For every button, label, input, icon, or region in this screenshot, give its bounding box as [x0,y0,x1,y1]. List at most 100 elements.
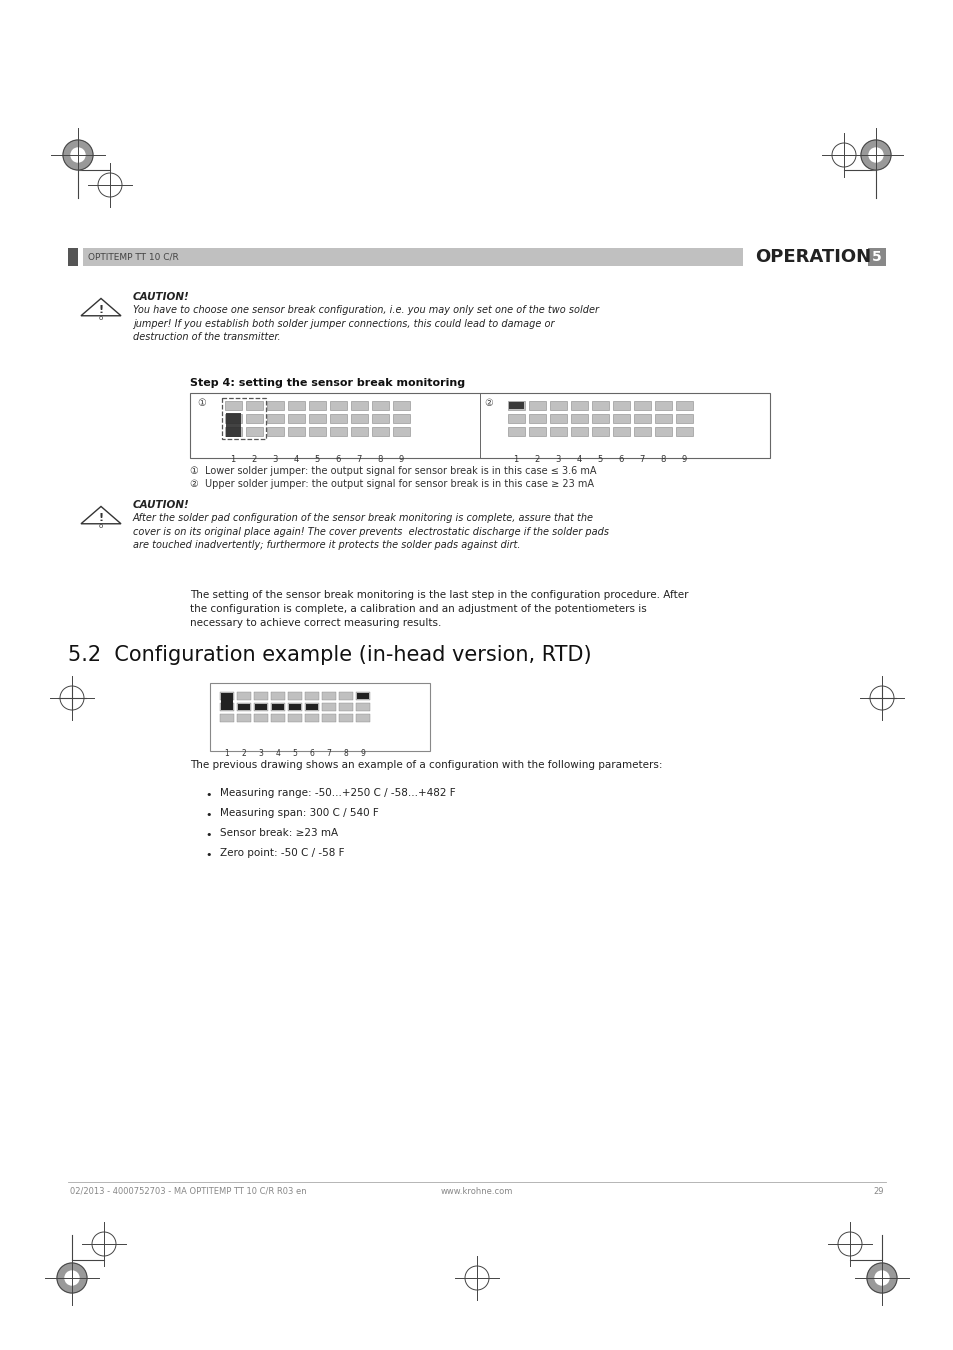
Bar [220,693,233,701]
Text: •: • [205,830,212,840]
Text: ②: ② [483,398,493,408]
Bar [393,401,410,410]
Bar [225,414,242,423]
Bar [676,427,692,436]
Bar [355,703,370,711]
Bar [338,703,353,711]
Text: !: ! [98,305,104,315]
Bar [592,401,608,410]
Bar [393,427,410,436]
Bar [592,414,608,423]
Bar [372,414,389,423]
Bar [330,427,347,436]
Bar [267,427,284,436]
Bar [507,427,524,436]
Bar [226,413,241,437]
Bar [322,703,335,711]
Text: 7: 7 [326,749,331,757]
Circle shape [57,1264,87,1293]
Text: !: ! [98,513,104,522]
Text: ②  Upper solder jumper: the output signal for sensor break is in this case ≥ 23 : ② Upper solder jumper: the output signal… [190,479,594,489]
Text: 1: 1 [513,455,518,464]
Bar [338,714,353,722]
Text: You have to choose one sensor break configuration, i.e. you may only set one of : You have to choose one sensor break conf… [132,305,598,342]
Text: 5: 5 [314,455,319,464]
Text: ①: ① [196,398,206,408]
Circle shape [63,140,92,170]
Text: •: • [205,810,212,819]
Bar [236,703,251,711]
Bar [529,401,545,410]
Text: 5: 5 [871,250,881,265]
Bar [288,714,302,722]
Text: 5.2  Configuration example (in-head version, RTD): 5.2 Configuration example (in-head versi… [68,645,591,666]
Bar [613,427,629,436]
Bar [655,414,671,423]
Bar [634,401,650,410]
Bar [529,414,545,423]
Bar [225,427,242,436]
Bar [220,703,233,711]
Text: 7: 7 [639,455,644,464]
Bar [867,248,885,266]
Bar [571,427,587,436]
Bar [550,414,566,423]
Bar [351,401,368,410]
Text: ①  Lower solder jumper: the output signal for sensor break is in this case ≤ 3.6: ① Lower solder jumper: the output signal… [190,466,596,477]
Circle shape [71,148,85,162]
Bar [322,693,335,701]
Text: 4: 4 [294,455,298,464]
Bar [288,414,305,423]
Bar [571,401,587,410]
Bar [351,427,368,436]
Polygon shape [81,298,121,316]
Bar [393,414,410,423]
Text: 7: 7 [355,455,361,464]
Bar [236,714,251,722]
Bar [254,703,267,710]
Bar [355,714,370,722]
Bar [220,714,233,722]
Text: The previous drawing shows an example of a configuration with the following para: The previous drawing shows an example of… [190,760,661,770]
Text: o: o [99,522,103,529]
Bar [305,703,318,711]
Bar [306,703,317,710]
Text: OPERATION: OPERATION [754,248,870,266]
Bar [221,693,233,710]
Bar [356,693,369,699]
Bar [655,427,671,436]
Text: 3: 3 [272,455,277,464]
Text: CAUTION!: CAUTION! [132,500,190,510]
Bar [550,401,566,410]
Text: 1: 1 [224,749,229,757]
Text: Measuring range: -50...+250 C / -58...+482 F: Measuring range: -50...+250 C / -58...+4… [220,788,456,798]
Circle shape [65,1270,79,1285]
Bar [351,414,368,423]
Bar [272,703,284,710]
Text: 5: 5 [597,455,602,464]
Text: •: • [205,790,212,801]
Bar [550,427,566,436]
Text: www.krohne.com: www.krohne.com [440,1187,513,1196]
Text: After the solder pad configuration of the sensor break monitoring is complete, a: After the solder pad configuration of th… [132,513,608,551]
Bar [507,414,524,423]
Bar [676,414,692,423]
Bar [237,703,250,710]
Circle shape [868,148,882,162]
Bar [253,714,268,722]
Bar [372,427,389,436]
Bar [288,693,302,701]
Bar [355,693,370,701]
Bar [68,248,78,266]
Text: CAUTION!: CAUTION! [132,292,190,302]
Bar [509,402,523,409]
Text: 6: 6 [335,455,340,464]
Bar [592,427,608,436]
Bar [322,714,335,722]
Bar [289,703,301,710]
Bar [309,427,326,436]
Bar [271,693,285,701]
Text: 29: 29 [873,1187,883,1196]
Text: 2: 2 [251,455,256,464]
Circle shape [861,140,890,170]
